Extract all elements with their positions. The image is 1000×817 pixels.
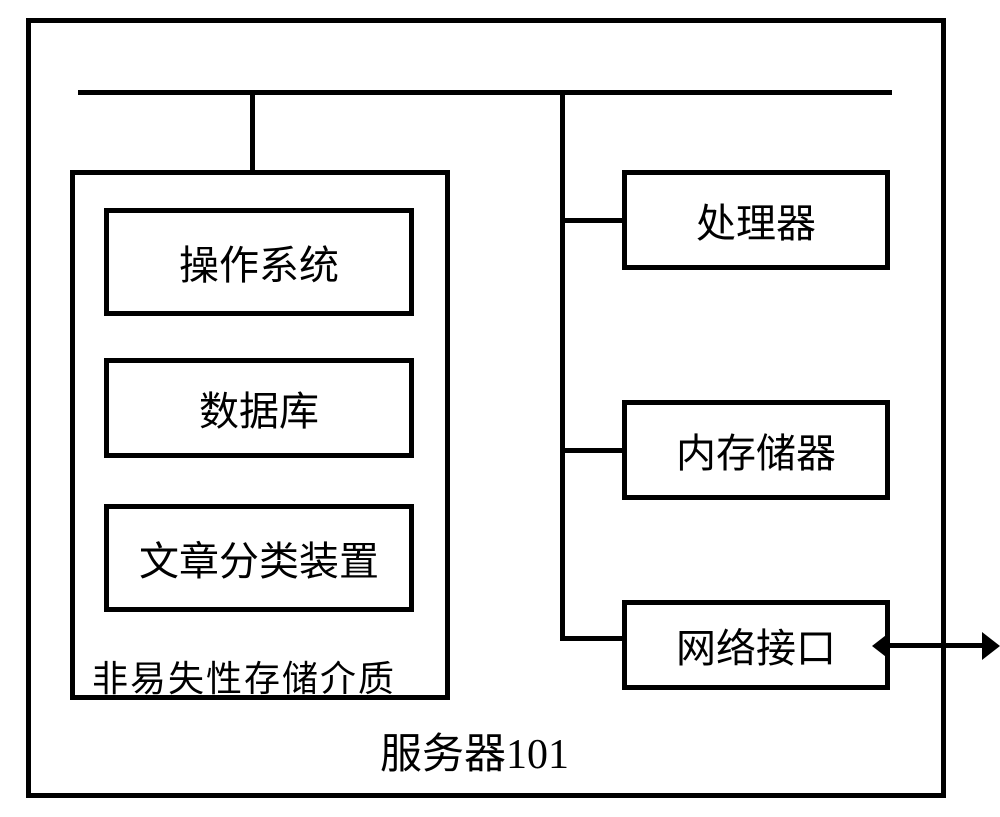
external-arrow-head-left — [872, 632, 890, 660]
bus-drop-left — [250, 90, 255, 170]
storage-item-cls: 文章分类装置 — [104, 504, 414, 612]
block-ram-label: 内存储器 — [676, 421, 836, 479]
storage-item-os-label: 操作系统 — [179, 233, 339, 291]
diagram-caption: 服务器101 — [380, 720, 569, 781]
connector-net — [560, 636, 622, 641]
external-arrow-line — [890, 643, 982, 648]
bus-spine-right — [560, 90, 565, 636]
block-cpu-label: 处理器 — [696, 191, 816, 249]
storage-item-db-label: 数据库 — [199, 379, 319, 437]
external-arrow-head-right — [982, 632, 1000, 660]
connector-cpu — [560, 218, 622, 223]
block-cpu: 处理器 — [622, 170, 890, 270]
block-net: 网络接口 — [622, 600, 890, 690]
bus-horizontal — [78, 90, 892, 95]
connector-ram — [560, 448, 622, 453]
storage-item-db: 数据库 — [104, 358, 414, 458]
storage-item-os: 操作系统 — [104, 208, 414, 316]
block-ram: 内存储器 — [622, 400, 890, 500]
storage-container-label: 非易失性存储介质 — [92, 650, 396, 702]
storage-item-cls-label: 文章分类装置 — [139, 529, 379, 587]
block-net-label: 网络接口 — [676, 616, 836, 674]
